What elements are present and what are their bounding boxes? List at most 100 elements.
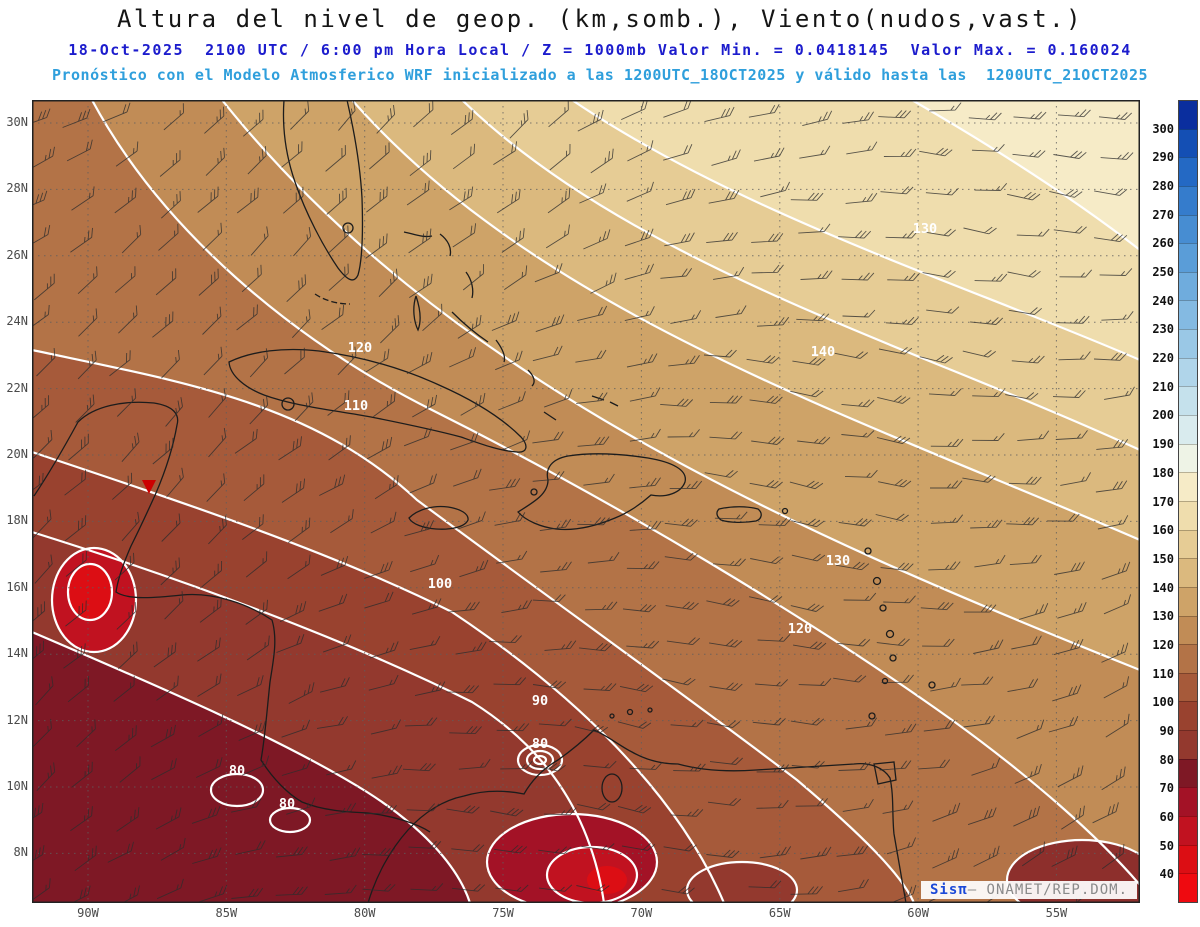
lon-tick-60W: 60W: [907, 906, 929, 920]
isla-juventud: [281, 397, 295, 411]
coast-jamaica: [408, 505, 469, 530]
colorbar-segment: [1179, 357, 1197, 387]
colorbar-segment: [1179, 185, 1197, 215]
colorbar-segment: [1179, 101, 1197, 129]
contour-label: 80: [279, 796, 295, 812]
lat-tick-8N: 8N: [13, 845, 28, 860]
colorbar-label-50: 50: [1159, 838, 1174, 853]
lon-tick-65W: 65W: [768, 906, 791, 920]
contour-label-layer: 130 140 120 110 130 120 100 90 80 80 80: [229, 221, 937, 812]
coast-florida: [282, 100, 364, 281]
colorbar-segment: [1179, 615, 1197, 645]
lat-tick-16N: 16N: [6, 579, 28, 594]
colorbar-label-190: 190: [1152, 437, 1174, 452]
colorbar-label-60: 60: [1159, 809, 1174, 824]
colorbar-label-90: 90: [1159, 723, 1174, 738]
colorbar-label-100: 100: [1152, 695, 1174, 710]
colorbar-segment: [1179, 701, 1197, 731]
colorbar-label-110: 110: [1152, 666, 1174, 681]
colorbar-label-200: 200: [1152, 408, 1174, 423]
coast-puerto-rico: [716, 506, 762, 524]
lake-maracaibo: [601, 773, 623, 803]
shading-bands: [32, 100, 1140, 903]
lat-tick-24N: 24N: [6, 314, 28, 329]
contour-label: 120: [788, 621, 812, 637]
valid-time-line: 18-Oct-2025 2100 UTC / 6:00 pm Hora Loca…: [68, 41, 1132, 59]
colorbar-label-170: 170: [1152, 494, 1174, 509]
colorbar-label-140: 140: [1152, 580, 1174, 595]
coast-cuba: [228, 348, 527, 453]
colorbar-segment: [1179, 443, 1197, 473]
colorbar-label-150: 150: [1152, 551, 1174, 566]
colorbar-segment: [1179, 644, 1197, 673]
lat-tick-30N: 30N: [6, 115, 28, 129]
map-frame: [32, 100, 1140, 903]
colorbar-label-160: 160: [1152, 523, 1174, 538]
colorbar-label-270: 270: [1152, 207, 1174, 222]
wind-barb-layer: [32, 100, 1135, 903]
colorbar-segment: [1179, 329, 1197, 358]
colorbar-label-40: 40: [1159, 867, 1174, 882]
contour-label: 140: [811, 344, 835, 360]
watermark-brand: Sisπ: [929, 882, 968, 898]
colorbar-label-280: 280: [1152, 179, 1174, 194]
lat-tick-14N: 14N: [6, 646, 28, 661]
colorbar-segment: [1179, 472, 1197, 501]
lat-tick-20N: 20N: [6, 447, 28, 461]
coast-florida-keys: [314, 293, 351, 305]
lat-tick-12N: 12N: [6, 712, 28, 727]
colorbar-segment: [1179, 816, 1197, 845]
contour-label: 80: [532, 736, 548, 752]
model-init-line: Pronóstico con el Modelo Atmosferico WRF…: [51, 66, 1149, 84]
colorbar-segment: [1179, 243, 1197, 272]
colorbar-segment: [1179, 214, 1197, 244]
colorbar-label-120: 120: [1152, 637, 1174, 652]
contour-label: 110: [344, 398, 368, 414]
page-title: Altura del nivel de geop. (km,somb.), Vi…: [116, 5, 1084, 33]
contour-label: 80: [229, 763, 245, 779]
colorbar-segment: [1179, 873, 1197, 902]
lon-tick-70W: 70W: [630, 906, 653, 920]
coastlines: [33, 100, 936, 903]
abc-islands: [609, 707, 653, 719]
lat-tick-28N: 28N: [6, 181, 28, 196]
contour-label: 130: [826, 553, 850, 569]
colorbar-label-210: 210: [1152, 379, 1174, 394]
watermark: Sisπ– ONAMET/REP.DOM.: [920, 881, 1137, 899]
coast-trinidad: [873, 761, 897, 785]
colorbar-label-240: 240: [1152, 293, 1174, 308]
colorbar-label-260: 260: [1152, 236, 1174, 251]
colorbar-segment: [1179, 500, 1197, 530]
colorbar-segment: [1179, 844, 1197, 874]
colorbar-label-230: 230: [1152, 322, 1174, 337]
colorbar-segment: [1179, 300, 1197, 330]
lat-tick-18N: 18N: [6, 513, 28, 528]
colorbar-label-250: 250: [1152, 265, 1174, 280]
colorbar-label-290: 290: [1152, 150, 1174, 165]
lon-tick-55W: 55W: [1045, 906, 1068, 920]
colorbar-label-180: 180: [1152, 465, 1174, 480]
colorbar-label-70: 70: [1159, 781, 1174, 796]
lat-tick-26N: 26N: [6, 247, 28, 262]
colorbar-segment: [1179, 672, 1197, 702]
watermark-org: – ONAMET/REP.DOM.: [967, 882, 1128, 898]
colorbar-segment: [1179, 730, 1197, 759]
lon-tick-90W: 90W: [77, 906, 99, 920]
colorbar-segment: [1179, 128, 1197, 158]
contour-label: 100: [428, 576, 452, 592]
colorbar: [1178, 100, 1198, 903]
contour-label: 130: [913, 221, 937, 237]
colorbar-label-220: 220: [1152, 351, 1174, 366]
colorbar-segment: [1179, 271, 1197, 301]
bahamas: [403, 231, 619, 421]
map-area: 130 140 120 110 130 120 100 90 80 80 80 Sisπ– ONAM…: [32, 100, 1140, 903]
colorbar-label-80: 80: [1159, 752, 1174, 767]
contour-label: 120: [348, 340, 372, 356]
coast-yucatan-central-america: [33, 401, 431, 833]
gonave-island: [530, 488, 538, 496]
colorbar-label-300: 300: [1152, 121, 1174, 136]
colorbar-segment: [1179, 787, 1197, 817]
station-marker: [142, 480, 156, 494]
lon-tick-85W: 85W: [215, 906, 238, 920]
